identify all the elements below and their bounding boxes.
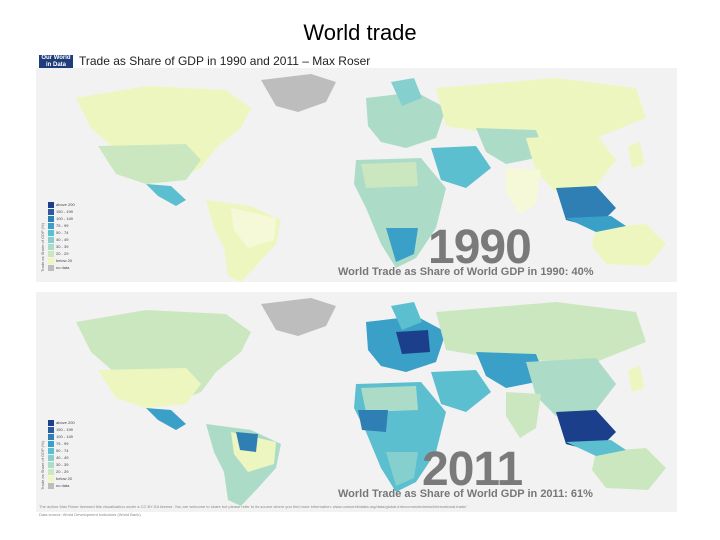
legend-label: 75 - 99 <box>56 223 69 228</box>
australia-shape <box>592 448 666 490</box>
scandinavia-shape <box>391 78 422 106</box>
legend-swatch <box>48 244 54 250</box>
legend-swatch <box>48 462 54 468</box>
legend-swatch <box>48 223 54 229</box>
legend-swatch <box>48 237 54 243</box>
legend-swatch <box>48 427 54 433</box>
caption-2011: World Trade as Share of World GDP in 201… <box>338 488 593 500</box>
north-america-shape <box>76 310 251 402</box>
legend-label: 40 - 49 <box>56 237 69 242</box>
japan-shape <box>628 366 644 392</box>
figure-title: Trade as Share of GDP in 1990 and 2011 –… <box>79 54 371 68</box>
caption-1990: World Trade as Share of World GDP in 199… <box>338 266 594 278</box>
indonesia-shape <box>566 216 626 232</box>
russia-shape <box>436 78 646 138</box>
bolivia-shape <box>236 432 258 452</box>
central-europe-shape <box>396 330 430 354</box>
legend-label: 20 - 29 <box>56 251 69 256</box>
china-shape <box>526 134 616 192</box>
legend-label: 20 - 29 <box>56 469 69 474</box>
world-map-1990 <box>76 74 666 282</box>
legend-swatch <box>48 251 54 257</box>
license-note: The author Max Roser licensed this visua… <box>39 504 467 509</box>
north-america-shape <box>76 86 251 178</box>
legend-label: 150 - 199 <box>56 209 73 214</box>
middle-east-shape <box>431 146 491 188</box>
legend-label: above 200 <box>56 202 75 207</box>
legend-swatch <box>48 216 54 222</box>
legend-label: 150 - 199 <box>56 427 73 432</box>
west-africa-shape <box>358 410 388 432</box>
greenland-shape <box>261 74 336 112</box>
trade-map-figure: Our World in Data Trade as Share of GDP … <box>36 52 677 522</box>
map-panel-1990: Trade as Share of GDP (%) above 200 150 … <box>36 68 677 282</box>
usa-shape <box>98 368 201 408</box>
legend-label: no data <box>56 265 70 270</box>
legend-swatch <box>48 483 54 489</box>
sahara-shape <box>361 162 418 188</box>
legend-axis-label: Trade as Share of GDP (%) <box>40 441 45 490</box>
legend-label: 50 - 74 <box>56 448 69 453</box>
southern-africa-shape <box>386 228 418 262</box>
legend-label: 30 - 39 <box>56 244 69 249</box>
year-label-2011: 2011 <box>422 443 523 496</box>
central-asia-shape <box>476 128 546 164</box>
legend-label: 75 - 99 <box>56 441 69 446</box>
sahara-shape <box>361 386 418 412</box>
australia-shape <box>592 224 666 266</box>
legend-swatch <box>48 448 54 454</box>
legend-swatch <box>48 455 54 461</box>
year-label-1990: 1990 <box>428 221 532 274</box>
legend-label: below 20 <box>56 258 73 263</box>
usa-shape <box>98 144 201 184</box>
data-source-note: Data source: World Development Indicator… <box>39 512 141 517</box>
southern-africa-shape <box>386 452 418 486</box>
legend-label: 30 - 39 <box>56 462 69 467</box>
scandinavia-shape <box>391 302 422 330</box>
central-america-shape <box>146 184 186 206</box>
central-asia-shape <box>476 352 546 388</box>
legend-swatch <box>48 420 54 426</box>
map-panel-2011: Trade as Share of GDP (%) above 200 150 … <box>36 292 677 512</box>
legend-label: above 200 <box>56 420 75 425</box>
indonesia-shape <box>566 440 626 456</box>
legend-swatch <box>48 441 54 447</box>
legend-axis-label: Trade as Share of GDP (%) <box>40 223 45 272</box>
japan-shape <box>628 142 644 168</box>
legend-label: 50 - 74 <box>56 230 69 235</box>
legend-swatch <box>48 230 54 236</box>
legend-swatch <box>48 265 54 271</box>
world-map-2011 <box>76 298 666 506</box>
legend-swatch <box>48 476 54 482</box>
owid-logo: Our World in Data <box>39 55 73 69</box>
india-shape <box>506 392 541 438</box>
china-shape <box>526 358 616 416</box>
greenland-shape <box>261 298 336 336</box>
europe-shape <box>366 92 446 148</box>
legend-label: below 20 <box>56 476 73 481</box>
central-america-shape <box>146 408 186 430</box>
brazil-shape <box>231 208 276 248</box>
legend-swatch <box>48 434 54 440</box>
legend-label: no data <box>56 483 70 488</box>
middle-east-shape <box>431 370 491 412</box>
legend-swatch <box>48 209 54 215</box>
legend-swatch <box>48 258 54 264</box>
legend-label: 100 - 149 <box>56 434 73 439</box>
legend-label: 100 - 149 <box>56 216 73 221</box>
legend-label: 40 - 49 <box>56 455 69 460</box>
india-shape <box>506 168 541 214</box>
slide-title: World trade <box>303 20 417 45</box>
legend-swatch <box>48 469 54 475</box>
russia-shape <box>436 302 646 362</box>
legend-swatch <box>48 202 54 208</box>
